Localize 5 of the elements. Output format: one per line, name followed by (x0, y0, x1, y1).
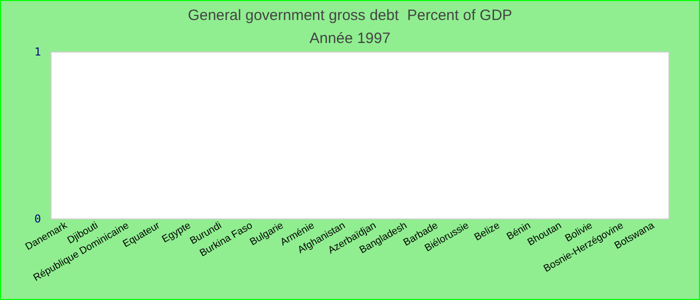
y-tick-label: 0 (34, 212, 41, 226)
chart-title: General government gross debt Percent of GDP (188, 7, 512, 24)
chart-subtitle: Année 1997 (310, 30, 390, 47)
y-tick-label: 1 (34, 46, 41, 58)
x-tick-label: Belize (472, 220, 502, 244)
